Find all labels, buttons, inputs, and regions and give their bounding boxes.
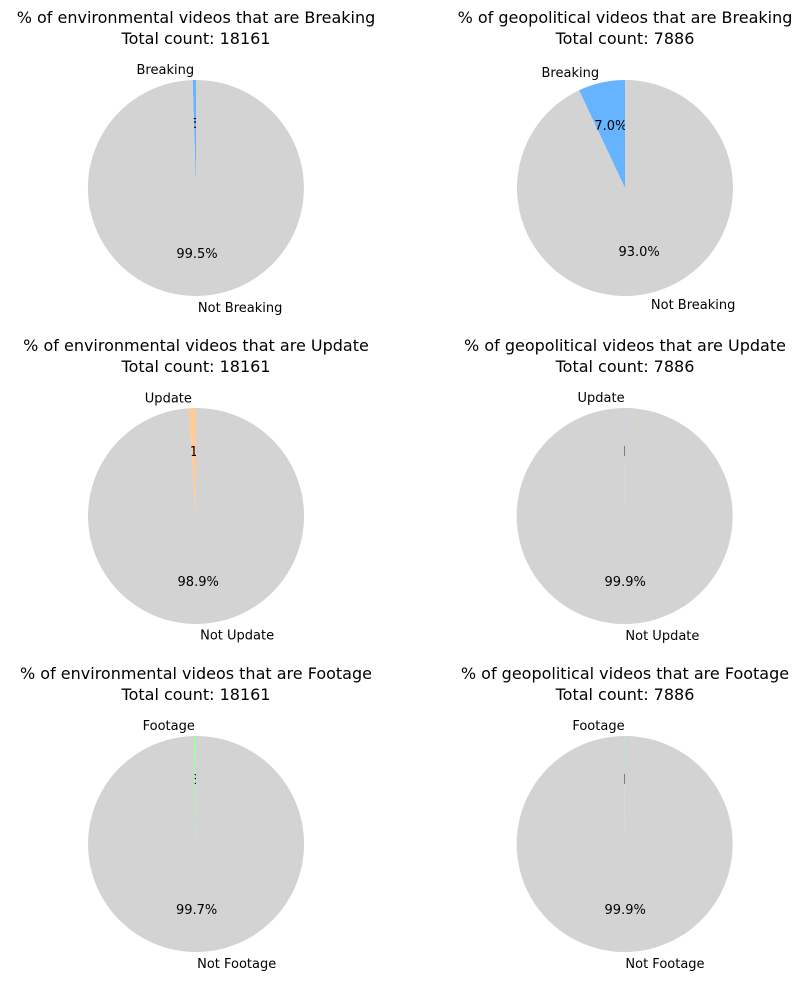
chart-title: % of environmental videos that are Foota…: [20, 664, 372, 683]
slice-percent: 98.9%: [178, 575, 219, 590]
chart-title: % of environmental videos that are Updat…: [23, 336, 369, 355]
slice-label: Footage: [143, 719, 195, 734]
slice-label: Not Breaking: [651, 298, 735, 313]
slice-label: Not Update: [625, 629, 699, 644]
pie-slice-category: [193, 736, 196, 844]
pie-slice-rest: [516, 408, 733, 624]
chart-title: % of geopolitical videos that are Footag…: [461, 664, 789, 683]
pie-chart: % of environmental videos that are Updat…: [23, 336, 369, 644]
slice-percent: 99.7%: [176, 903, 217, 918]
chart-subtitle: Total count: 7886: [555, 29, 695, 48]
chart-subtitle: Total count: 18161: [121, 357, 271, 376]
slice-label: Not Breaking: [198, 301, 282, 316]
pie-slice-rest: [517, 79, 734, 297]
slice-label: Breaking: [137, 63, 195, 78]
pie-slice-category: [188, 408, 196, 516]
slice-label: Footage: [572, 719, 624, 734]
chart-subtitle: Total count: 18161: [121, 29, 271, 48]
pie-chart: % of geopolitical videos that are Footag…: [461, 664, 789, 972]
slice-label: Not Footage: [197, 957, 276, 972]
pie-slice-category: [192, 79, 196, 188]
chart-title: % of geopolitical videos that are Update: [464, 336, 786, 355]
pie-chart: % of geopolitical videos that are Breaki…: [458, 8, 793, 313]
slice-percent: 99.5%: [176, 247, 217, 262]
slice-label: Update: [145, 391, 192, 406]
pie-slice-rest: [88, 736, 305, 952]
slice-label: Not Update: [200, 629, 274, 644]
pie-slice-category: [624, 407, 625, 516]
chart-subtitle: Total count: 7886: [555, 357, 695, 376]
slice-label: Not Footage: [625, 957, 704, 972]
chart-subtitle: Total count: 7886: [555, 685, 695, 704]
pie-slice-rest: [516, 736, 733, 952]
slice-percent: 7.0%: [594, 119, 627, 134]
pie-slice-category: [624, 735, 625, 844]
pie-chart: % of environmental videos that are Break…: [17, 8, 376, 316]
pie-slice-rest: [87, 80, 304, 296]
slice-percent: 99.9%: [605, 903, 646, 918]
pie-slice-category: [579, 80, 625, 188]
chart-subtitle: Total count: 18161: [121, 685, 271, 704]
pie-slice-rest: [88, 407, 305, 624]
slice-percent: 99.9%: [605, 575, 646, 590]
pie-chart: % of geopolitical videos that are Update…: [464, 336, 786, 644]
slice-percent: 93.0%: [618, 245, 659, 260]
pie-chart: % of environmental videos that are Foota…: [20, 664, 372, 972]
slice-label: Update: [578, 391, 625, 406]
slice-label: Breaking: [542, 66, 600, 81]
chart-title: % of environmental videos that are Break…: [17, 8, 376, 27]
chart-title: % of geopolitical videos that are Breaki…: [458, 8, 793, 27]
